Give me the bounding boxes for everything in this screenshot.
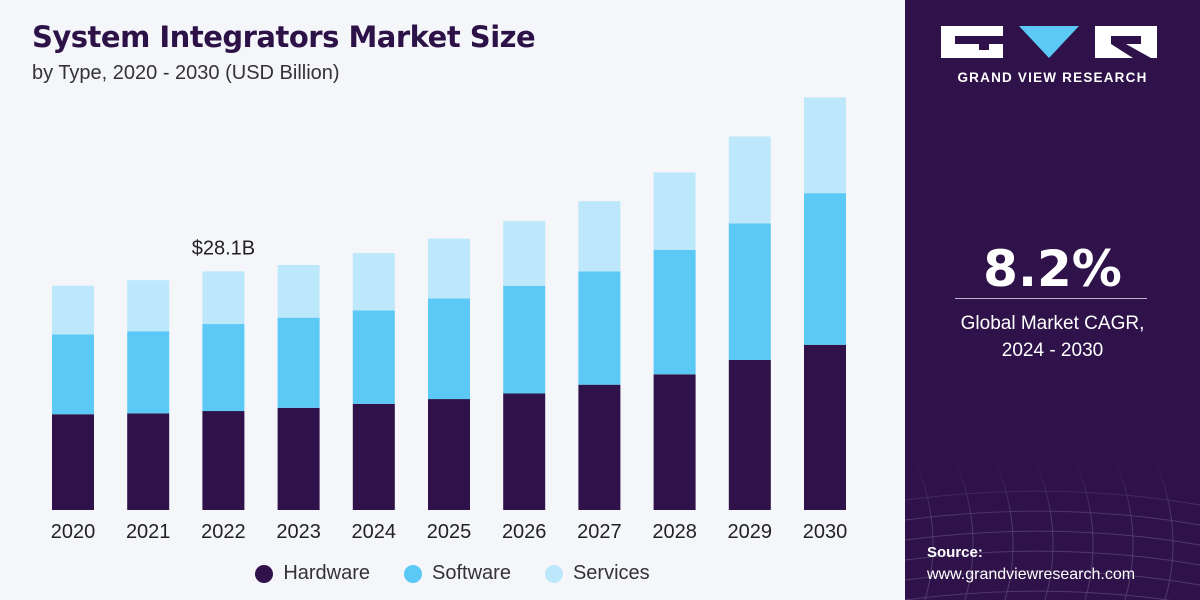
bar-services-2023	[277, 264, 320, 318]
legend-item-software: Software	[404, 562, 511, 585]
bar-software-2028	[653, 249, 696, 375]
x-tick-label-2026: 2026	[502, 521, 547, 543]
cagr-label: Global Market CAGR, 2024 - 2030	[905, 310, 1200, 364]
brand-name: GRAND VIEW RESEARCH	[957, 70, 1148, 85]
bar-hardware-2021	[127, 413, 170, 510]
bar-hardware-2023	[277, 407, 320, 510]
bar-hardware-2026	[503, 393, 546, 510]
decorative-grid	[905, 460, 1200, 600]
bar-software-2021	[127, 331, 170, 414]
bar-software-2020	[52, 334, 94, 415]
divider	[955, 298, 1147, 299]
cagr-value: 8.2%	[983, 240, 1122, 298]
x-tick-label-2030: 2030	[803, 521, 848, 543]
bar-software-2023	[277, 317, 320, 408]
stacked-bar-chart: 2020 2021 2022 $28.1B 2023 2024 2025 2026 2027 20…	[51, 97, 848, 543]
x-tick-label-2024: 2024	[352, 521, 397, 543]
bar-hardware-2025	[428, 399, 470, 510]
bar-software-2027	[578, 271, 621, 385]
bar-services-2027	[578, 201, 621, 272]
bar-services-2026	[503, 221, 546, 286]
x-tick-label-2027: 2027	[577, 521, 622, 543]
legend-swatch-hardware	[255, 564, 274, 583]
cagr-label-line2: 2024 - 2030	[1001, 340, 1104, 361]
legend-label-software: Software	[432, 562, 511, 584]
bar-services-2030	[804, 97, 846, 194]
source-link[interactable]: www.grandviewresearch.com	[927, 566, 1136, 583]
bar-services-2022	[202, 271, 245, 325]
gvr-logo-icon	[941, 26, 1157, 58]
bar-hardware-2022	[202, 411, 245, 510]
bar-services-2029	[728, 136, 771, 224]
bar-hardware-2030	[804, 344, 846, 510]
bar-services-2025	[428, 238, 470, 299]
chart-title: System Integrators Market Size	[32, 20, 536, 54]
legend-label-services: Services	[572, 562, 650, 584]
bar-services-2021	[127, 280, 170, 332]
bar-hardware-2029	[728, 359, 771, 510]
bar-hardware-2020	[52, 414, 94, 510]
legend-swatch-services	[544, 564, 563, 583]
chart-area: System Integrators Market Size by Type, …	[0, 20, 905, 585]
bar-software-2029	[728, 223, 771, 360]
bar-services-2024	[352, 253, 395, 311]
chart-legend: Hardware Software Services	[0, 562, 905, 585]
bar-services-2020	[52, 285, 94, 335]
legend-swatch-software	[404, 564, 423, 583]
source-label: Source:	[927, 544, 983, 561]
x-tick-label-2029: 2029	[728, 521, 773, 543]
legend-item-services: Services	[544, 562, 650, 585]
bar-hardware-2027	[578, 384, 621, 510]
bar-software-2026	[503, 285, 546, 394]
info-panel: GRAND VIEW RESEARCH 8.2% Global Market C…	[905, 0, 1200, 600]
legend-item-hardware: Hardware	[255, 562, 370, 585]
bar-hardware-2024	[352, 403, 395, 510]
x-tick-label-2021: 2021	[126, 521, 171, 543]
x-tick-label-2025: 2025	[427, 521, 472, 543]
bar-software-2030	[804, 193, 846, 345]
bar-software-2025	[428, 298, 470, 400]
legend-label-hardware: Hardware	[283, 562, 371, 584]
x-tick-label-2023: 2023	[276, 521, 321, 543]
bar-hardware-2028	[653, 374, 696, 510]
data-label-2022: $28.1B	[192, 237, 255, 259]
bar-software-2024	[352, 310, 395, 404]
x-tick-label-2022: 2022	[201, 521, 246, 543]
x-tick-label-2028: 2028	[652, 521, 697, 543]
bar-services-2028	[653, 172, 696, 250]
x-tick-label-2020: 2020	[51, 521, 96, 543]
chart-subtitle: by Type, 2020 - 2030 (USD Billion)	[32, 62, 340, 84]
bar-software-2022	[202, 324, 245, 412]
cagr-label-line1: Global Market CAGR,	[960, 313, 1145, 334]
